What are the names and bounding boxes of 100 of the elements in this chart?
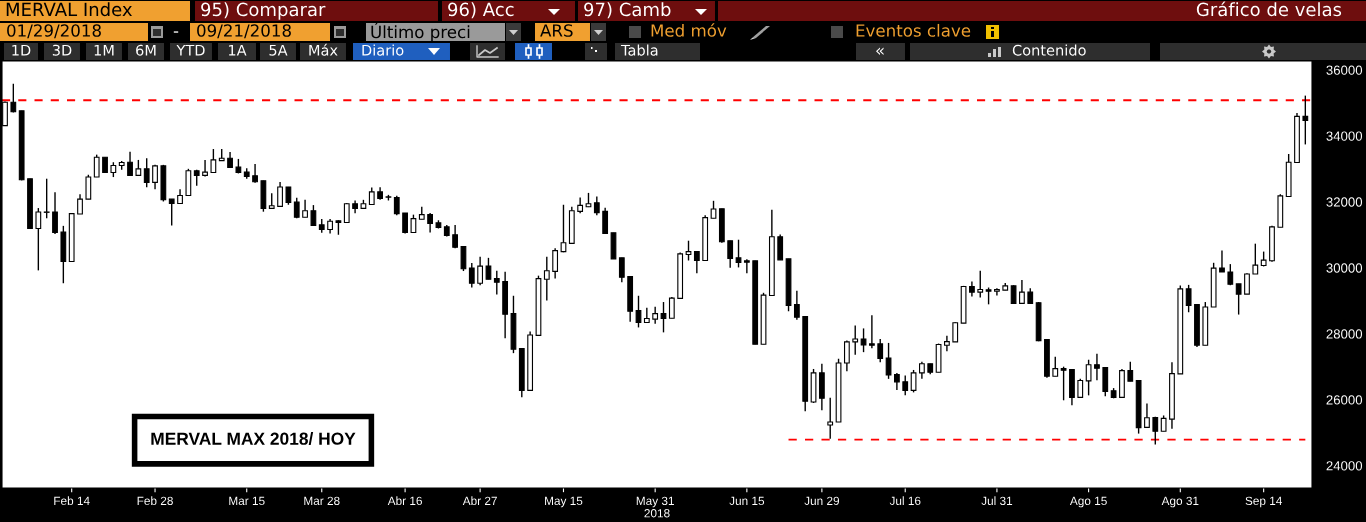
chart-title: MERVAL Index xyxy=(6,2,133,17)
candlestick xyxy=(10,83,17,114)
candlestick xyxy=(727,240,734,269)
text: 1D xyxy=(12,44,31,56)
candlestick xyxy=(977,270,984,299)
x-tick-label: May 15 xyxy=(545,496,583,508)
text: Med móv xyxy=(651,23,727,37)
x-tick-label: Abr 27 xyxy=(462,496,497,505)
text: - xyxy=(173,31,179,33)
candlestick xyxy=(602,207,609,235)
candlestick xyxy=(1102,366,1109,398)
candlestick xyxy=(1152,416,1159,446)
candlestick xyxy=(43,178,50,219)
candlestick xyxy=(618,257,625,283)
candlestick xyxy=(210,148,217,174)
y-tick-label: 30000 xyxy=(1326,263,1363,273)
x-tick-label: Mar 15 xyxy=(229,496,265,505)
candlestick xyxy=(35,207,42,272)
candlestick xyxy=(843,339,850,372)
y-tick-label: 36000 xyxy=(1326,65,1363,75)
candlestick xyxy=(543,256,550,302)
x-axis-title: 2018 xyxy=(644,509,670,518)
x-tick-label: Jun 15 xyxy=(729,496,765,505)
candlestick xyxy=(477,256,484,286)
text: 6M xyxy=(136,44,156,56)
text: 01/29/2018 xyxy=(7,24,101,39)
text: 1M xyxy=(94,44,114,56)
candlestick xyxy=(643,306,650,324)
text: ARS xyxy=(540,24,573,37)
text: 96) Acc xyxy=(448,2,514,19)
x-tick-label: May 31 xyxy=(636,496,674,508)
candlestick xyxy=(552,247,559,280)
candlestick xyxy=(877,338,884,364)
candlestick xyxy=(827,396,834,440)
candlestick xyxy=(77,193,83,215)
candlestick xyxy=(1060,365,1067,401)
text: « xyxy=(876,47,884,55)
x-tick-label: Jul 16 xyxy=(889,496,921,505)
candlestick xyxy=(777,233,784,261)
candlestick xyxy=(427,212,433,234)
text: 09/21/2018 xyxy=(197,24,291,39)
candlestick xyxy=(277,181,283,208)
text: 5A xyxy=(269,44,288,56)
candlestick xyxy=(735,239,742,269)
text: Último preci xyxy=(371,22,470,42)
candlestick xyxy=(1077,378,1084,399)
y-tick-label: 34000 xyxy=(1326,131,1363,141)
candlestick xyxy=(343,202,350,224)
candlestick xyxy=(1085,359,1092,397)
candlestick xyxy=(852,324,859,356)
text: Contenido xyxy=(1012,44,1086,56)
x-tick-label: Jun 29 xyxy=(804,496,840,505)
candlestick xyxy=(902,374,909,397)
candlestick xyxy=(1302,94,1309,146)
candlestick xyxy=(168,198,175,227)
x-tick-label: Ago 15 xyxy=(1069,496,1107,508)
x-tick-label: Jul 31 xyxy=(981,496,1013,505)
candlestick xyxy=(860,327,867,353)
x-tick-label: Feb 14 xyxy=(54,496,90,505)
y-tick-label: 32000 xyxy=(1326,197,1363,207)
candlestick xyxy=(1252,242,1259,275)
candlestick xyxy=(152,164,158,190)
candlestick xyxy=(93,153,100,178)
candlestick xyxy=(468,262,475,289)
x-tick-label: Sep 14 xyxy=(1245,496,1283,508)
candlestick xyxy=(1010,284,1017,305)
candlestick xyxy=(868,314,875,349)
y-tick-label: 26000 xyxy=(1326,395,1363,405)
candlestick xyxy=(310,204,317,227)
candlestick xyxy=(485,257,492,280)
candlestick xyxy=(685,240,692,262)
candlestick xyxy=(693,250,700,275)
chart-subtitle: Gráfico de velas xyxy=(1196,1,1342,17)
candlestick xyxy=(593,195,600,217)
candlestick xyxy=(668,296,675,319)
text: Diario xyxy=(362,44,404,56)
candlestick xyxy=(910,369,917,394)
candlestick xyxy=(393,195,400,217)
text: 95) Comparar xyxy=(201,2,326,20)
candlestick xyxy=(952,321,959,343)
candlestick xyxy=(1019,279,1025,305)
text: Máx xyxy=(309,43,338,56)
x-tick-label: Ago 31 xyxy=(1161,496,1199,508)
candlestick xyxy=(560,204,567,253)
x-tick-label: Feb 28 xyxy=(137,496,173,505)
candlestick xyxy=(85,174,92,200)
text: 97) Camb xyxy=(584,2,671,19)
text: Tabla xyxy=(620,44,658,56)
candlestick xyxy=(1235,283,1242,316)
candlestick xyxy=(202,159,208,178)
candlestick xyxy=(460,245,467,272)
candlestick xyxy=(1052,356,1059,377)
text: Eventos clave xyxy=(856,23,971,37)
text: 1A xyxy=(228,44,247,56)
candlestick xyxy=(127,150,133,177)
candlestick xyxy=(1219,249,1225,273)
candlestick xyxy=(944,334,950,352)
candlestick xyxy=(1244,272,1250,295)
candlestick xyxy=(743,258,750,275)
annotation: MERVAL MAX 2018/ HOY xyxy=(151,432,356,446)
